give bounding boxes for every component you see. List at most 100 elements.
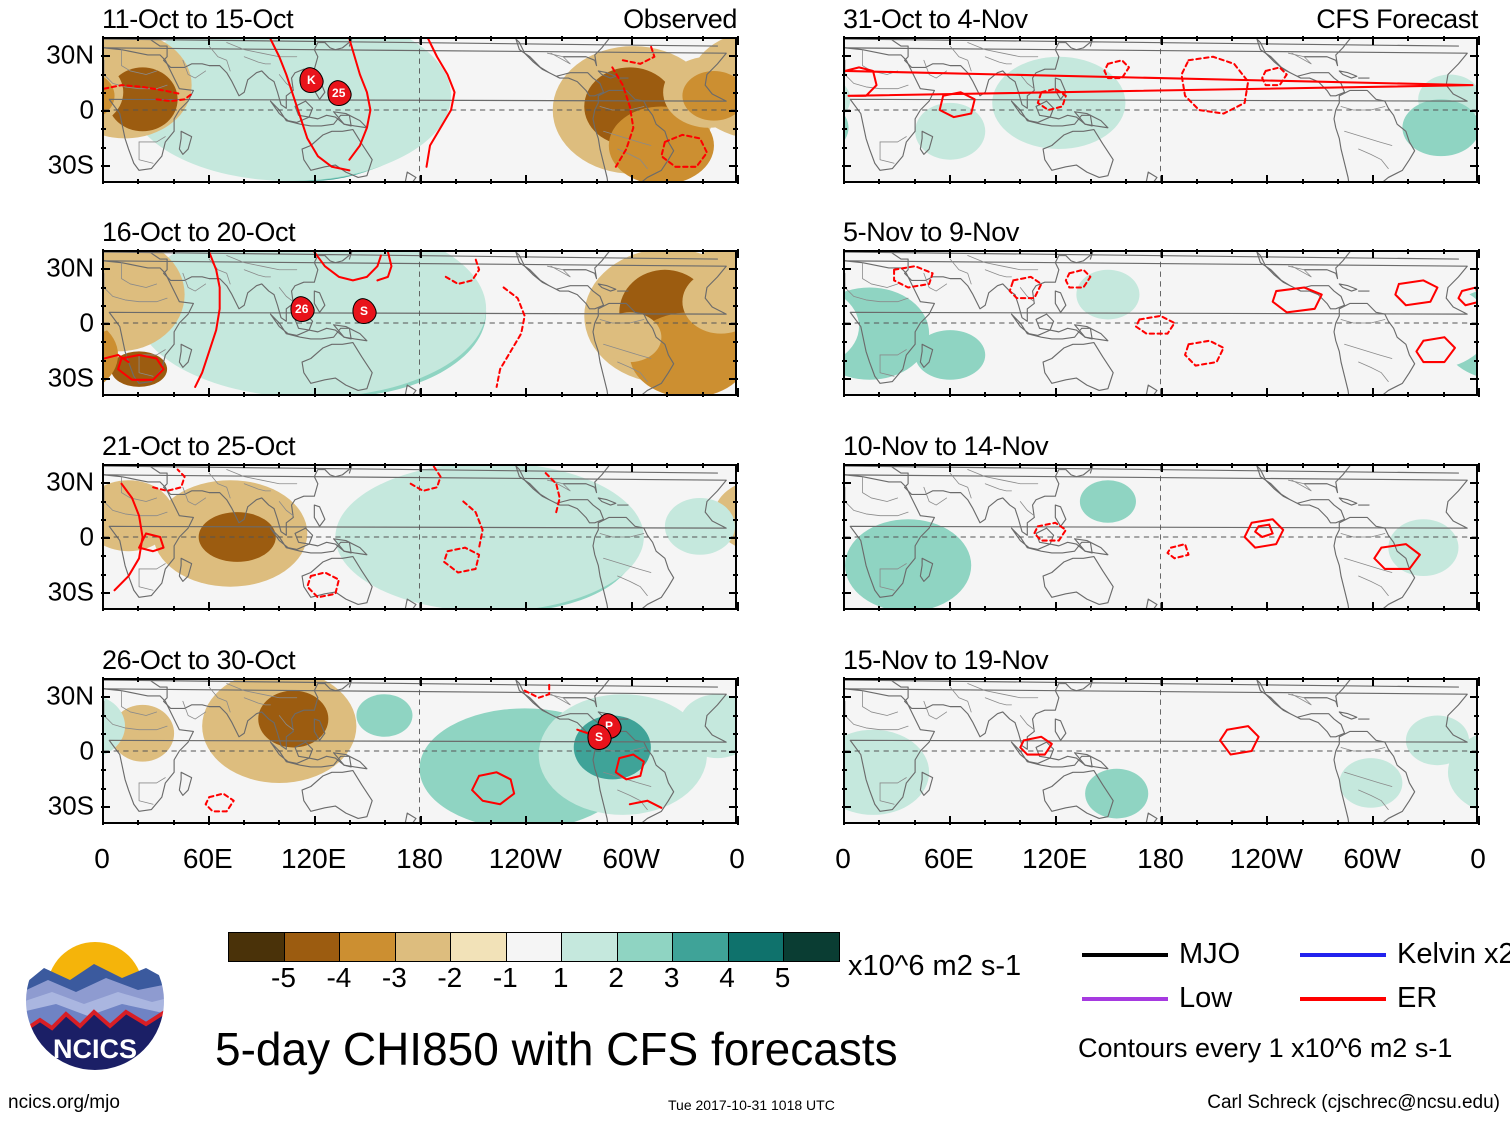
legend-item-low: Low <box>1082 984 1232 1013</box>
x-tick <box>454 179 457 184</box>
panel-observed-3: 21-Oct to 25-Oct 30N 0 30S <box>46 431 739 611</box>
colorbar-segment <box>672 933 728 961</box>
x-tick <box>137 606 140 611</box>
colorbar-segment <box>283 933 340 961</box>
y-tick <box>842 304 847 307</box>
legend-item-kelvin-x2: Kelvin x2 <box>1300 940 1510 969</box>
x-tick <box>1231 820 1234 825</box>
x-tick <box>454 249 457 254</box>
y-tick <box>733 91 738 94</box>
x-tick <box>1160 816 1163 825</box>
x-tick <box>243 392 246 397</box>
x-tick <box>1336 179 1339 184</box>
x-tick-label: 120W <box>488 843 562 874</box>
x-tick <box>348 179 351 184</box>
y-tick <box>1470 537 1479 539</box>
x-tick <box>913 606 916 611</box>
y-tick <box>1474 769 1479 772</box>
x-tick <box>913 392 916 397</box>
x-tick <box>525 677 528 686</box>
y-tick-label-30N: 30N <box>46 252 94 283</box>
x-tick <box>1266 36 1269 45</box>
y-tick <box>729 805 738 808</box>
x-tick <box>913 249 916 254</box>
x-tick <box>1089 249 1092 254</box>
y-tick <box>729 751 738 753</box>
x-tick <box>348 820 351 825</box>
y-tick <box>842 91 847 94</box>
x-tick <box>1336 392 1339 397</box>
y-tick-label-30N: 30N <box>46 680 94 711</box>
x-tick <box>737 816 739 825</box>
x-tick <box>419 463 422 472</box>
x-tick <box>1125 36 1128 41</box>
colorbar-labels: -5 -4 -3 -2 -1 1 2 3 4 5 <box>228 962 840 994</box>
x-tick <box>1195 820 1198 825</box>
x-tick <box>948 816 951 825</box>
y-tick <box>1474 146 1479 149</box>
x-tick <box>1160 249 1163 258</box>
x-axis-left: 0 60E 120E 180 120W 60W 0 <box>94 843 745 883</box>
x-tick <box>1089 463 1092 468</box>
x-tick <box>490 677 493 682</box>
x-tick <box>913 179 916 184</box>
x-tick <box>1019 179 1022 184</box>
x-axis-right: 0 60E 120E 180 120W 60W 0 <box>835 843 1486 883</box>
x-tick <box>102 36 104 45</box>
y-tick <box>101 805 110 808</box>
x-tick <box>1266 602 1269 611</box>
x-tick <box>1195 36 1198 41</box>
x-tick <box>102 816 104 825</box>
y-tick <box>842 110 851 112</box>
x-tick <box>278 249 281 254</box>
y-tick <box>729 55 738 58</box>
x-tick <box>454 677 457 682</box>
x-tick-label: 60W <box>1343 843 1401 874</box>
x-tick <box>1160 175 1163 184</box>
x-tick <box>348 249 351 254</box>
y-tick <box>101 323 110 325</box>
colorbar-tick-label: -5 <box>271 962 296 993</box>
x-tick <box>701 392 704 397</box>
y-tick <box>1470 377 1479 380</box>
x-tick <box>1266 175 1269 184</box>
x-tick <box>701 820 704 825</box>
x-tick <box>1301 463 1304 468</box>
panel-observed-4: 26-Oct to 30-Oct 30N 0 30S P S <box>46 645 739 825</box>
x-tick <box>102 249 104 258</box>
footer-left-link[interactable]: ncics.org/mjo <box>8 1092 120 1113</box>
ncics-logo: NCICS <box>24 930 166 1072</box>
y-tick <box>842 482 851 485</box>
x-tick <box>878 677 881 682</box>
y-tick <box>101 714 106 717</box>
y-tick <box>1474 573 1479 576</box>
x-tick <box>207 463 210 472</box>
x-tick <box>348 677 351 682</box>
colorbar-segment <box>229 933 284 961</box>
x-tick <box>384 820 387 825</box>
y-tick <box>842 164 851 167</box>
x-tick <box>701 677 704 682</box>
x-tick <box>1336 36 1339 41</box>
x-tick <box>1266 463 1269 472</box>
x-tick <box>243 463 246 468</box>
colorbar-units-label: x10^6 m2 s-1 <box>848 950 1022 982</box>
x-tick <box>1478 677 1480 686</box>
x-tick <box>278 606 281 611</box>
x-tick <box>701 606 704 611</box>
panel-forecast-1: 31-Oct to 4-Nov CFS Forecast <box>842 4 1480 184</box>
y-tick <box>733 732 738 735</box>
x-tick <box>490 249 493 254</box>
y-tick <box>842 732 847 735</box>
x-tick <box>313 677 316 686</box>
x-tick <box>525 36 528 45</box>
x-tick <box>313 36 316 45</box>
x-tick <box>984 606 987 611</box>
x-tick <box>1301 606 1304 611</box>
x-tick <box>525 602 528 611</box>
x-tick <box>595 392 598 397</box>
panel-title-forecast-4: 15-Nov to 19-Nov <box>843 645 1049 675</box>
x-tick <box>666 392 669 397</box>
x-tick <box>737 388 739 397</box>
x-tick <box>1301 36 1304 41</box>
